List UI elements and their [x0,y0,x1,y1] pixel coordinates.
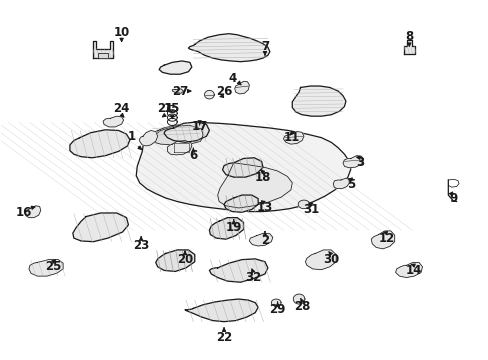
Text: 25: 25 [45,260,61,273]
Text: 4: 4 [228,72,236,85]
Text: 29: 29 [269,303,285,316]
Polygon shape [395,262,422,278]
Polygon shape [25,206,41,218]
Polygon shape [163,122,209,142]
Text: 8: 8 [405,30,412,43]
Polygon shape [93,41,113,58]
Polygon shape [184,299,258,321]
Polygon shape [305,250,335,270]
Text: 26: 26 [215,85,232,98]
Polygon shape [370,231,394,249]
Text: 27: 27 [172,85,188,98]
Text: 6: 6 [189,149,197,162]
Text: 11: 11 [284,131,300,144]
Text: 31: 31 [303,203,319,216]
Text: 10: 10 [113,26,129,39]
Text: 9: 9 [448,192,456,205]
Polygon shape [283,132,304,144]
Polygon shape [70,130,130,158]
Polygon shape [140,131,158,146]
Text: 7: 7 [261,40,268,53]
Polygon shape [98,53,108,58]
Polygon shape [29,260,63,276]
Polygon shape [156,250,194,271]
Polygon shape [217,163,292,208]
Text: 1: 1 [127,130,135,144]
Polygon shape [249,233,272,246]
Text: 16: 16 [16,207,32,220]
Text: 21: 21 [157,103,173,116]
Polygon shape [73,213,128,242]
Polygon shape [159,61,191,74]
Polygon shape [342,156,363,168]
Polygon shape [224,195,258,212]
Polygon shape [209,259,267,282]
Text: 19: 19 [225,221,242,234]
Text: 3: 3 [356,156,364,169]
Polygon shape [293,294,305,304]
Text: 5: 5 [346,178,354,191]
Polygon shape [167,140,191,155]
Polygon shape [188,34,269,62]
Polygon shape [136,123,350,212]
Text: 20: 20 [177,253,193,266]
Polygon shape [332,178,348,189]
Text: 32: 32 [244,271,261,284]
Text: 24: 24 [113,103,129,116]
Text: 13: 13 [256,202,272,215]
Text: 23: 23 [133,239,149,252]
Polygon shape [172,89,183,93]
Text: 2: 2 [261,234,268,247]
Polygon shape [103,116,123,127]
Polygon shape [234,81,249,94]
Polygon shape [298,200,309,209]
Text: 30: 30 [323,253,339,266]
Text: 17: 17 [191,121,207,134]
Text: 22: 22 [216,330,232,343]
Polygon shape [222,158,263,177]
Text: 12: 12 [378,231,394,244]
Text: 14: 14 [405,264,422,277]
Text: 15: 15 [164,103,180,116]
Polygon shape [209,218,243,239]
Polygon shape [204,90,214,99]
Polygon shape [403,40,414,54]
Text: 28: 28 [293,300,309,313]
Polygon shape [144,126,203,145]
Polygon shape [271,299,281,306]
Text: 18: 18 [254,171,271,184]
Polygon shape [292,86,345,116]
